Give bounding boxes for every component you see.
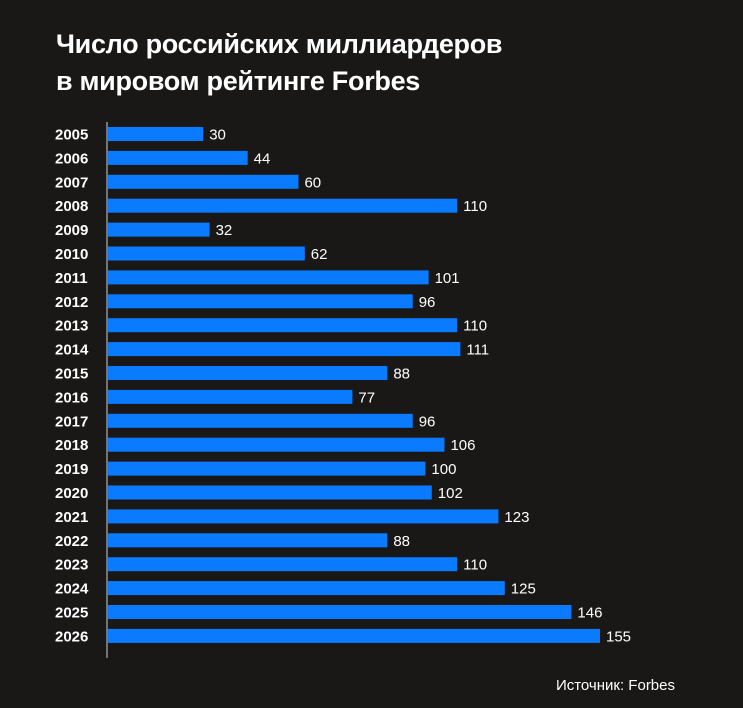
data-label-2021: 123 (504, 509, 529, 526)
data-label-2019: 100 (431, 461, 456, 478)
chart-title-line-1: Число российских миллиардеров (56, 29, 503, 59)
data-label-2011: 101 (435, 270, 460, 287)
tick-label-2006: 2006 (55, 150, 88, 167)
bar-2006 (108, 150, 248, 165)
bar-2008 (108, 198, 458, 213)
tick-label-2011: 2011 (55, 270, 88, 287)
data-label-2024: 125 (511, 581, 536, 598)
tick-label-2022: 2022 (55, 533, 88, 550)
data-label-2018: 106 (450, 437, 475, 454)
bar-2011 (108, 270, 429, 285)
data-label-2016: 77 (358, 389, 375, 406)
bar-2021 (108, 509, 499, 524)
tick-label-2017: 2017 (55, 413, 88, 430)
data-label-2026: 155 (606, 628, 631, 645)
tick-label-2025: 2025 (55, 605, 88, 622)
bar-2018 (108, 437, 445, 452)
data-label-2020: 102 (438, 485, 463, 502)
tick-label-2012: 2012 (55, 294, 88, 311)
bar-2023 (108, 557, 458, 572)
bar-2010 (108, 246, 305, 261)
bar-2020 (108, 485, 432, 500)
data-label-2012: 96 (419, 294, 436, 311)
data-label-2005: 30 (209, 127, 226, 144)
tick-label-2016: 2016 (55, 389, 88, 406)
tick-label-2007: 2007 (55, 174, 88, 191)
data-label-2014: 111 (466, 342, 489, 359)
tick-label-2024: 2024 (55, 581, 89, 598)
data-label-2017: 96 (419, 413, 436, 430)
data-label-2007: 60 (304, 174, 321, 191)
tick-label-2026: 2026 (55, 628, 88, 645)
data-label-2006: 44 (254, 150, 271, 167)
data-label-2023: 110 (463, 557, 487, 574)
tick-label-2019: 2019 (55, 461, 88, 478)
tick-label-2013: 2013 (55, 318, 88, 335)
chart-title: Число российских миллиардеров в мировом … (56, 26, 696, 100)
bar-2005 (108, 127, 204, 141)
data-label-2025: 146 (577, 605, 602, 622)
tick-label-2021: 2021 (55, 509, 88, 526)
tick-label-2005: 2005 (55, 127, 88, 144)
tick-label-2023: 2023 (55, 557, 88, 574)
tick-label-2020: 2020 (55, 485, 88, 502)
data-label-2010: 62 (311, 246, 328, 263)
bar-2024 (108, 581, 505, 596)
tick-label-2015: 2015 (55, 366, 88, 383)
bar-2019 (108, 461, 426, 476)
data-label-2009: 32 (216, 222, 233, 239)
bar-2015 (108, 366, 388, 380)
bar-2009 (108, 222, 210, 237)
bar-2014 (108, 342, 461, 357)
bar-2012 (108, 294, 413, 309)
bar-2022 (108, 533, 388, 548)
tick-label-2008: 2008 (55, 198, 88, 215)
source-note: Источник: Forbes (555, 677, 675, 694)
bar-2026 (108, 628, 600, 643)
bar-2013 (108, 318, 458, 333)
tick-label-2014: 2014 (55, 342, 89, 359)
tick-label-2009: 2009 (55, 222, 88, 239)
tick-label-2018: 2018 (55, 437, 88, 454)
data-label-2008: 110 (463, 198, 487, 215)
data-label-2013: 110 (463, 318, 487, 335)
tick-label-2010: 2010 (55, 246, 88, 263)
chart-title-line-2: в мировом рейтинге Forbes (56, 66, 421, 96)
data-label-2022: 88 (393, 533, 410, 550)
data-label-2015: 88 (393, 366, 410, 383)
bar-2025 (108, 605, 572, 619)
bar-2007 (108, 174, 299, 189)
bar-2016 (108, 389, 353, 404)
bar-2017 (108, 413, 413, 428)
